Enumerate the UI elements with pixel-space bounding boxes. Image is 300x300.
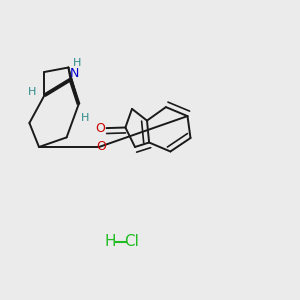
Text: Cl: Cl	[124, 234, 140, 249]
Text: H: H	[105, 234, 116, 249]
Text: H: H	[73, 58, 82, 68]
Text: O: O	[97, 140, 106, 154]
Text: O: O	[95, 122, 105, 135]
Text: N: N	[70, 67, 79, 80]
Text: H: H	[28, 86, 37, 97]
Text: H: H	[80, 112, 89, 123]
